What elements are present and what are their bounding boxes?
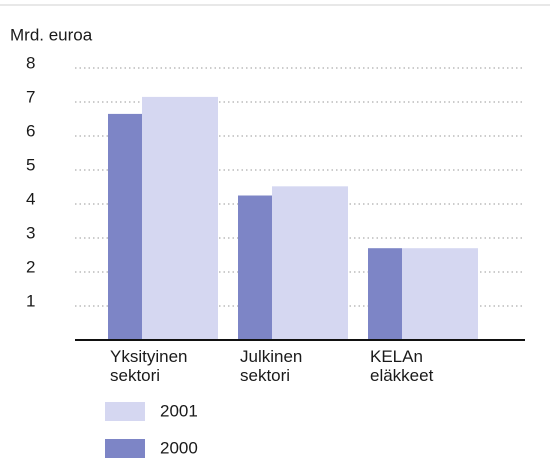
bar (368, 248, 402, 340)
bar (272, 186, 348, 340)
y-tick-label: 6 (26, 121, 35, 140)
legend-label: 2000 (160, 438, 198, 457)
y-axis-label: Mrd. euroa (10, 25, 93, 44)
bar (238, 195, 272, 340)
y-tick-label: 7 (26, 87, 35, 106)
y-tick-label: 1 (26, 291, 35, 310)
x-tick-label: KELAn eläkkeet (370, 347, 434, 385)
legend-swatch (105, 402, 145, 421)
legend-label: 2001 (160, 401, 198, 420)
y-tick-label: 3 (26, 223, 35, 242)
y-tick-label: 8 (26, 53, 35, 72)
bar (142, 96, 218, 341)
y-tick-label: 4 (26, 189, 35, 208)
x-tick-label: Julkinen sektori (240, 347, 302, 385)
bar (402, 248, 478, 340)
legend-swatch (105, 439, 145, 458)
x-tick-label: Yksityinen sektori (110, 347, 187, 385)
y-tick-label: 5 (26, 155, 35, 174)
y-tick-label: 2 (26, 257, 35, 276)
bar (108, 113, 142, 341)
